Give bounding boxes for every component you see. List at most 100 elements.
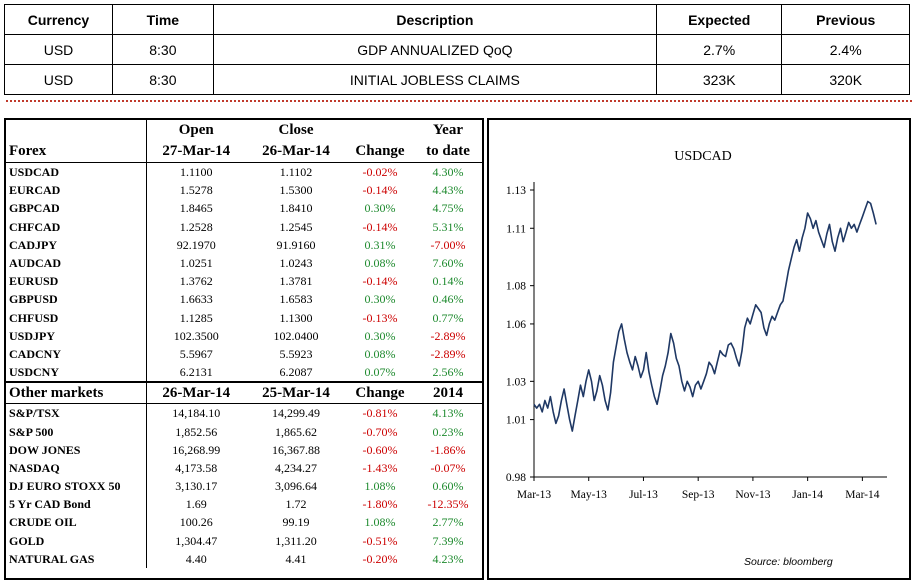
forex-rows: USDCAD 1.1100 1.1102 -0.02% 4.30% EURCAD 1.527… — [6, 162, 482, 383]
market-close: 1.6583 — [279, 292, 313, 307]
market-close: 1,865.62 — [275, 424, 317, 439]
market-name: GOLD — [6, 531, 147, 550]
market-change: 0.07% — [364, 365, 396, 380]
chart-title: USDCAD — [674, 149, 732, 164]
market-close: 1.8410 — [279, 201, 313, 216]
market-ytd: 7.60% — [432, 256, 464, 271]
market-ytd: 0.77% — [432, 310, 464, 325]
market-open: 3,130.17 — [175, 479, 218, 494]
market-close: 14,299.49 — [272, 406, 320, 421]
x-tick-label: Nov-13 — [735, 489, 770, 501]
header-expected: Expected — [655, 4, 783, 35]
calendar-previous: 2.4% — [781, 34, 910, 65]
x-tick-label: May-13 — [571, 489, 608, 501]
market-ytd: 7.39% — [432, 533, 464, 548]
market-change: -0.14% — [362, 274, 398, 289]
forex-close-date: 26-Mar-14 — [246, 140, 346, 163]
y-tick-label: 1.03 — [506, 376, 526, 388]
market-open: 1.8465 — [179, 201, 213, 216]
market-name: NASDAQ — [6, 458, 147, 477]
calendar-previous: 320K — [781, 64, 910, 95]
market-row: EURUSD 1.3762 1.3781 -0.14% 0.14% — [6, 272, 482, 291]
calendar-row: USD 8:30 INITIAL JOBLESS CLAIMS 323K 320… — [4, 64, 910, 95]
market-row: DOW JONES 16,268.99 16,367.88 -0.60% -1.86% — [6, 440, 482, 459]
market-change: -0.70% — [362, 424, 398, 439]
usdcad-chart: USDCAD 0.98 1.01 1.03 1.06 1.08 1.11 1.13 Mar-1… — [506, 149, 887, 568]
y-tick-label: 1.08 — [506, 281, 526, 293]
market-close: 6.2087 — [279, 365, 313, 380]
market-row: EURCAD 1.5278 1.5300 -0.14% 4.43% — [6, 181, 482, 200]
header-description: Description — [212, 4, 657, 35]
market-open: 14,184.10 — [172, 406, 221, 421]
market-row: NATURAL GAS 4.40 4.41 -0.20% 4.23% — [6, 549, 482, 568]
market-name: USDCAD — [6, 162, 147, 182]
market-open: 1.6633 — [179, 292, 213, 307]
market-name: GBPCAD — [6, 199, 147, 218]
calendar-row: USD 8:30 GDP ANNUALIZED QoQ 2.7% 2.4% — [4, 34, 910, 65]
market-ytd: 2.77% — [432, 515, 464, 530]
market-row: CHFCAD 1.2528 1.2545 -0.14% 5.31% — [6, 217, 482, 236]
market-open: 92.1970 — [176, 237, 216, 252]
market-ytd: -1.86% — [430, 442, 466, 457]
market-ytd: 0.60% — [432, 479, 464, 494]
market-row: 5 Yr CAD Bond 1.69 1.72 -1.80% -12.35% — [6, 495, 482, 514]
market-close: 1.1300 — [279, 310, 313, 325]
market-open: 102.3500 — [173, 328, 219, 343]
market-open: 1.1100 — [179, 165, 213, 180]
market-row: NASDAQ 4,173.58 4,234.27 -1.43% -0.07% — [6, 458, 482, 477]
calendar-time: 8:30 — [111, 64, 214, 95]
market-close: 99.19 — [282, 515, 310, 530]
market-open: 1.69 — [185, 497, 207, 512]
market-close: 4.41 — [285, 551, 307, 566]
market-change: 1.08% — [364, 515, 396, 530]
market-row: CRUDE OIL 100.26 99.19 1.08% 2.77% — [6, 513, 482, 532]
market-change: -0.14% — [362, 183, 398, 198]
market-open: 1.0251 — [179, 256, 213, 271]
header-currency: Currency — [4, 4, 113, 35]
x-tick-label: Mar-13 — [517, 489, 552, 501]
market-ytd: -7.00% — [430, 237, 466, 252]
forex-subheader-row: Forex 27-Mar-14 26-Mar-14 Change to date — [6, 140, 482, 163]
market-open: 1.3762 — [179, 274, 213, 289]
market-row: USDCNY 6.2131 6.2087 0.07% 2.56% — [6, 363, 482, 383]
calendar-expected: 323K — [655, 64, 783, 95]
market-close: 1.1102 — [279, 165, 313, 180]
market-name: AUDCAD — [6, 253, 147, 273]
calendar-currency: USD — [4, 64, 113, 95]
other-section-label: Other markets — [6, 381, 147, 405]
market-open: 4,173.58 — [175, 460, 218, 475]
market-name: GBPUSD — [6, 290, 147, 309]
other-close-date: 25-Mar-14 — [246, 381, 346, 405]
market-name: 5 Yr CAD Bond — [6, 495, 147, 514]
market-change: 0.30% — [364, 201, 396, 216]
col-open-label: Open — [178, 121, 214, 138]
chart-source: Source: bloomberg — [744, 556, 833, 568]
market-name: CHFCAD — [6, 217, 147, 236]
forex-section-label: Forex — [6, 140, 147, 163]
markets-panel: Open Close Year Forex 27-Mar-14 26-Mar-1… — [4, 118, 484, 580]
market-row: GBPCAD 1.8465 1.8410 0.30% 4.75% — [6, 199, 482, 218]
x-tick-label: Jul-13 — [629, 489, 658, 501]
market-open: 1,304.47 — [175, 533, 218, 548]
market-name: DJ EURO STOXX 50 — [6, 477, 147, 496]
market-name: USDCNY — [6, 363, 147, 383]
market-ytd: 4.43% — [432, 183, 464, 198]
market-row: CADJPY 92.1970 91.9160 0.31% -7.00% — [6, 235, 482, 254]
col-close-label: Close — [278, 121, 314, 138]
x-tick-label: Sep-13 — [682, 489, 715, 501]
market-ytd: 0.14% — [432, 274, 464, 289]
market-ytd: -2.89% — [430, 328, 466, 343]
market-row: DJ EURO STOXX 50 3,130.17 3,096.64 1.08% 0.6… — [6, 477, 482, 496]
y-tick-label: 0.98 — [506, 472, 526, 484]
market-ytd: -2.89% — [430, 346, 466, 361]
y-tick-label: 1.13 — [506, 185, 526, 197]
market-row: CADCNY 5.5967 5.5923 0.08% -2.89% — [6, 344, 482, 364]
market-change: -1.43% — [362, 460, 398, 475]
market-close: 1.0243 — [279, 256, 313, 271]
market-row: S&P 500 1,852.56 1,865.62 -0.70% 0.23% — [6, 422, 482, 441]
market-ytd: 4.30% — [432, 165, 464, 180]
market-close: 1.5300 — [279, 183, 313, 198]
market-row: USDJPY 102.3500 102.0400 0.30% -2.89% — [6, 326, 482, 345]
market-open: 5.5967 — [179, 346, 213, 361]
market-name: DOW JONES — [6, 440, 147, 459]
